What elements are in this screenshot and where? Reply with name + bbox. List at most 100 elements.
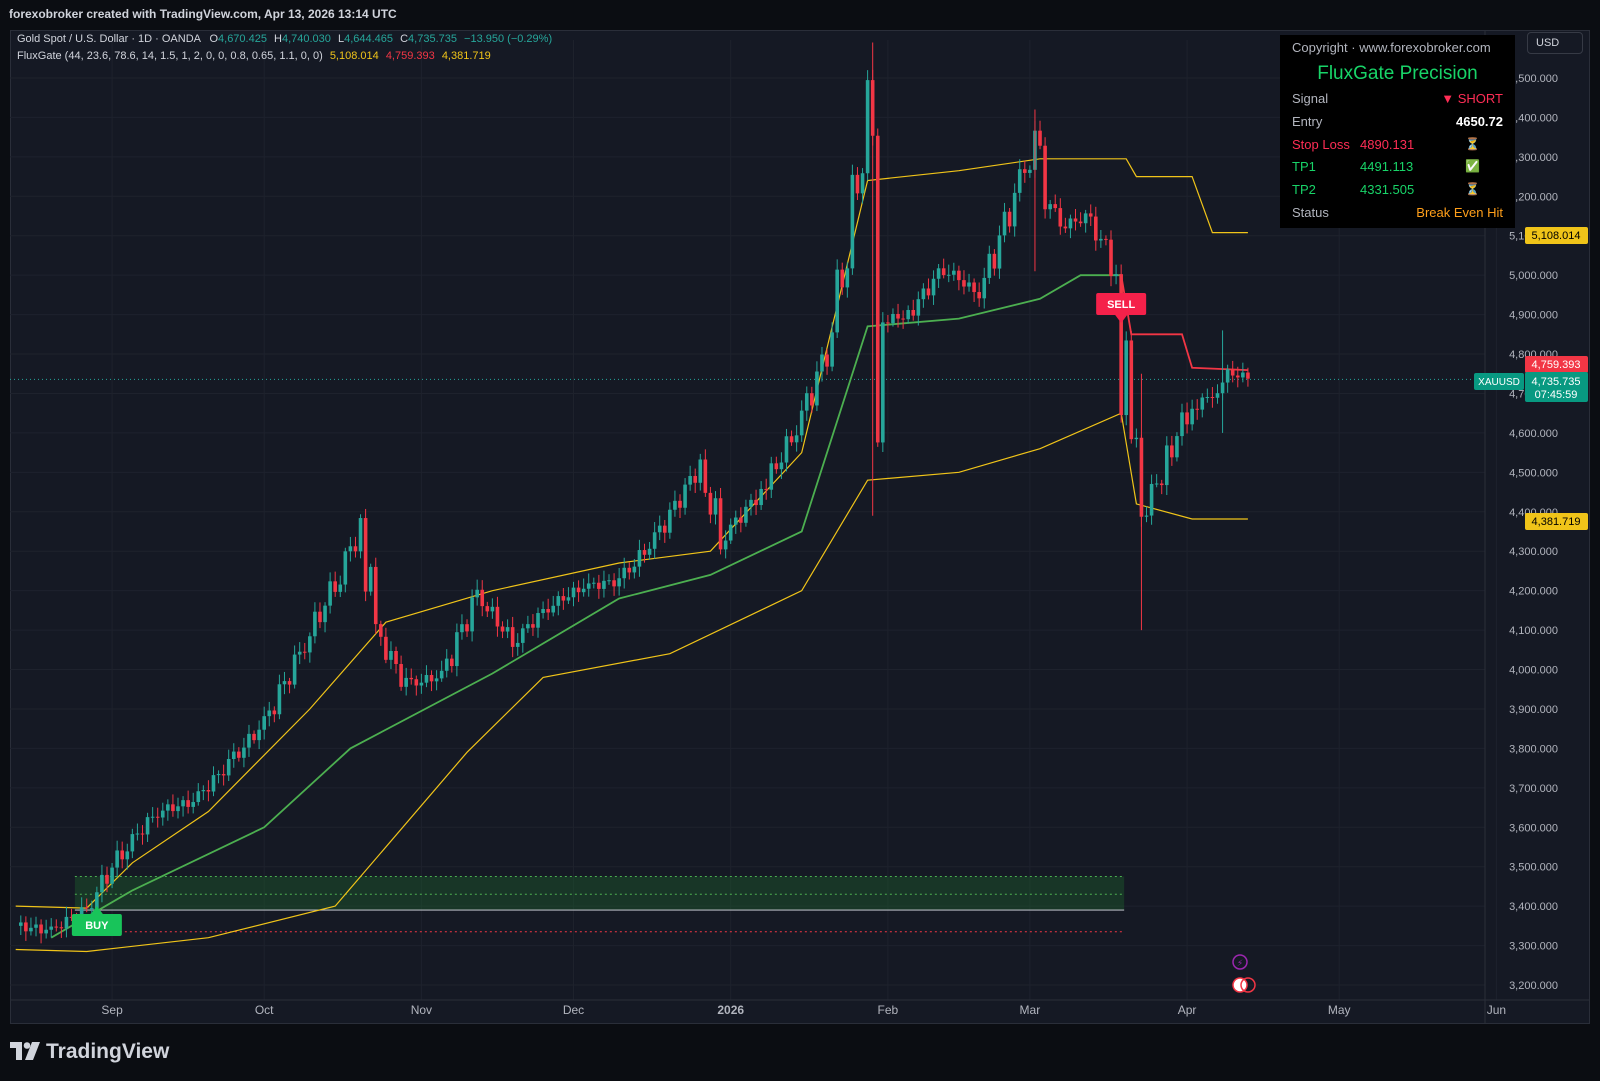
candle-body [759,488,763,506]
candle-body [860,173,865,194]
candle-body [627,567,632,573]
candle-body [997,235,1002,269]
candle-body [1241,372,1245,378]
y-axis-tick-label: 5,400.000 [1509,112,1558,124]
lower-band-line [15,412,1248,953]
lower-band-price-label: 4,381.719 [1532,516,1581,528]
candle-body [673,500,677,510]
candle-body [1109,239,1113,277]
y-axis-tick-label: 4,000.000 [1509,665,1558,677]
info-label: TP1 [1292,159,1316,174]
info-row-stop-loss: Stop Loss 4890.131 ⏳ [1292,137,1503,157]
candle-body [465,624,469,632]
candle-body [49,926,54,930]
candle-body [546,609,550,613]
candle-body [1225,369,1230,383]
candle-body [784,436,789,463]
info-label: Stop Loss [1292,137,1350,152]
y-axis-tick-label: 3,900.000 [1509,704,1558,716]
candle-body [231,751,236,759]
candle-body [363,518,368,592]
candle-body [1185,412,1189,425]
candle-body [972,282,976,293]
candle-body [1093,216,1098,241]
y-axis-tick-label: 3,300.000 [1509,941,1558,953]
candle-body [820,354,824,372]
candle-body [1119,274,1123,416]
symbol-name[interactable]: Gold Spot / U.S. Dollar · 1D · OANDA [17,33,201,45]
lightning-event-glyph: ⚡ [1237,958,1243,968]
stop-price-label-bg [1525,356,1588,373]
candle-body [166,804,170,811]
ohlc-high: H4,740.030 [274,33,331,45]
candle-body [1083,213,1088,224]
candle-body [455,632,459,667]
candle-body [683,484,687,508]
stop-line [1120,275,1248,371]
x-axis-tick-label: Apr [1178,1003,1197,1017]
info-row-entry: Entry 4650.72 [1292,114,1503,134]
candle-body [855,174,860,194]
candle-body [1099,238,1103,241]
candle-body [607,580,611,582]
candle-body [485,606,490,612]
candle-body [810,393,814,406]
currency-button[interactable]: USD [1527,32,1583,54]
tradingview-logo[interactable]: TradingView [10,1040,169,1064]
info-label: Signal [1292,91,1329,106]
candle-body [500,626,505,632]
candle-body [125,851,130,860]
fluxgate-info-table: Copyright · www.forexobroker.com FluxGat… [1280,35,1515,228]
candle-body [541,609,545,614]
candle-body [566,597,571,601]
candle-body [789,436,794,443]
candle-body [297,651,302,655]
hourglass-icon: ⏳ [1465,137,1480,151]
candle-body [358,518,363,552]
candle-body [475,589,479,598]
candle-body [419,682,424,686]
candle-body [901,318,905,320]
candle-body [597,582,601,589]
lightning-event-icon [1232,954,1248,970]
candle-body [1068,218,1073,229]
y-axis-tick-label: 3,200.000 [1509,980,1558,992]
candle-body [135,833,140,835]
candle-body [450,658,454,667]
candle-body [216,774,221,776]
ohlc-open: O4,670.425 [209,33,267,45]
candle-body [495,606,500,627]
candle-body [804,393,809,411]
info-value: 4650.72 [1456,114,1503,129]
candle-body [191,802,196,807]
candle-body [44,929,48,934]
candle-body [728,524,733,541]
candle-body [181,800,185,807]
candle-body [24,922,28,932]
candle-body [267,710,272,717]
candle-body [424,675,429,683]
y-axis-tick-label: 5,500.000 [1509,73,1558,85]
info-value: ▼ SHORT [1441,91,1503,106]
candle-body [399,664,403,687]
candle-body [1180,412,1184,437]
countdown-label: 07:45:59 [1535,389,1578,401]
candle-body [120,850,125,860]
candle-body [384,636,388,660]
candle-body [992,253,997,269]
candle-body [632,566,637,573]
candle-body [287,681,292,685]
candle-body [1002,211,1007,236]
candle-body [105,874,109,884]
y-axis-tick-label: 4,100.000 [1509,625,1558,637]
buy-arrow-icon [90,906,103,914]
tradingview-logo-icon [10,1042,40,1060]
indicator-lower-value: 4,381.719 [441,50,491,62]
candle-body [1129,340,1134,440]
y-axis-tick-label: 4,200.000 [1509,586,1558,598]
candle-body [480,589,485,607]
indicator-name[interactable]: FluxGate (44, 23.6, 78.6, 14, 1.5, 1, 2,… [17,50,323,62]
candle-body [1134,437,1139,440]
candle-body [1205,397,1210,399]
